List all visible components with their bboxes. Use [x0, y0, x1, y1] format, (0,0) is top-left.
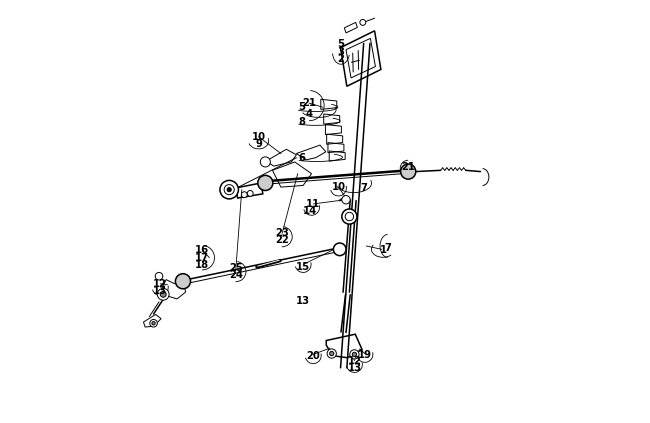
- Text: 20: 20: [306, 352, 320, 362]
- Text: 12: 12: [153, 279, 167, 289]
- Circle shape: [227, 187, 231, 192]
- Text: 10: 10: [332, 182, 345, 192]
- Text: 7: 7: [360, 184, 367, 193]
- Text: 7: 7: [385, 244, 391, 253]
- Circle shape: [258, 176, 273, 190]
- Circle shape: [150, 319, 157, 327]
- Text: 14: 14: [303, 206, 317, 216]
- Circle shape: [342, 195, 350, 204]
- Text: 9: 9: [255, 139, 262, 149]
- Text: 21: 21: [401, 162, 415, 173]
- Circle shape: [157, 288, 169, 300]
- Text: 4: 4: [306, 109, 313, 119]
- Circle shape: [247, 190, 253, 196]
- Text: 13: 13: [153, 286, 167, 297]
- Circle shape: [400, 164, 416, 179]
- Circle shape: [352, 352, 356, 357]
- Circle shape: [330, 352, 334, 356]
- Text: 1: 1: [380, 245, 387, 255]
- Text: 21: 21: [302, 98, 316, 108]
- Circle shape: [260, 157, 270, 167]
- Text: 18: 18: [195, 260, 209, 270]
- Text: 13: 13: [347, 363, 361, 373]
- Circle shape: [327, 349, 336, 358]
- Circle shape: [161, 291, 166, 297]
- Text: 13: 13: [296, 296, 310, 305]
- Circle shape: [224, 184, 234, 195]
- Text: 22: 22: [275, 235, 289, 245]
- Text: 15: 15: [296, 262, 310, 272]
- Text: 3: 3: [337, 47, 345, 57]
- Circle shape: [241, 192, 247, 198]
- Text: 2: 2: [337, 55, 345, 64]
- Text: 5: 5: [298, 102, 306, 112]
- Text: 12: 12: [347, 356, 361, 365]
- Text: 5: 5: [337, 39, 345, 49]
- Circle shape: [220, 180, 239, 199]
- Circle shape: [345, 212, 354, 221]
- Text: 10: 10: [252, 132, 266, 142]
- Circle shape: [360, 19, 366, 25]
- Text: 6: 6: [298, 153, 306, 163]
- Circle shape: [152, 321, 155, 325]
- Text: 8: 8: [298, 118, 306, 127]
- Text: 25: 25: [229, 263, 243, 273]
- Circle shape: [155, 272, 162, 280]
- Text: 16: 16: [195, 245, 209, 255]
- Text: 19: 19: [358, 350, 372, 360]
- Circle shape: [176, 274, 190, 289]
- Circle shape: [342, 209, 357, 224]
- Text: 23: 23: [275, 228, 289, 238]
- Text: 11: 11: [306, 199, 320, 209]
- Circle shape: [333, 243, 346, 255]
- Circle shape: [350, 350, 359, 359]
- Text: 17: 17: [195, 253, 209, 263]
- Text: 24: 24: [229, 270, 243, 280]
